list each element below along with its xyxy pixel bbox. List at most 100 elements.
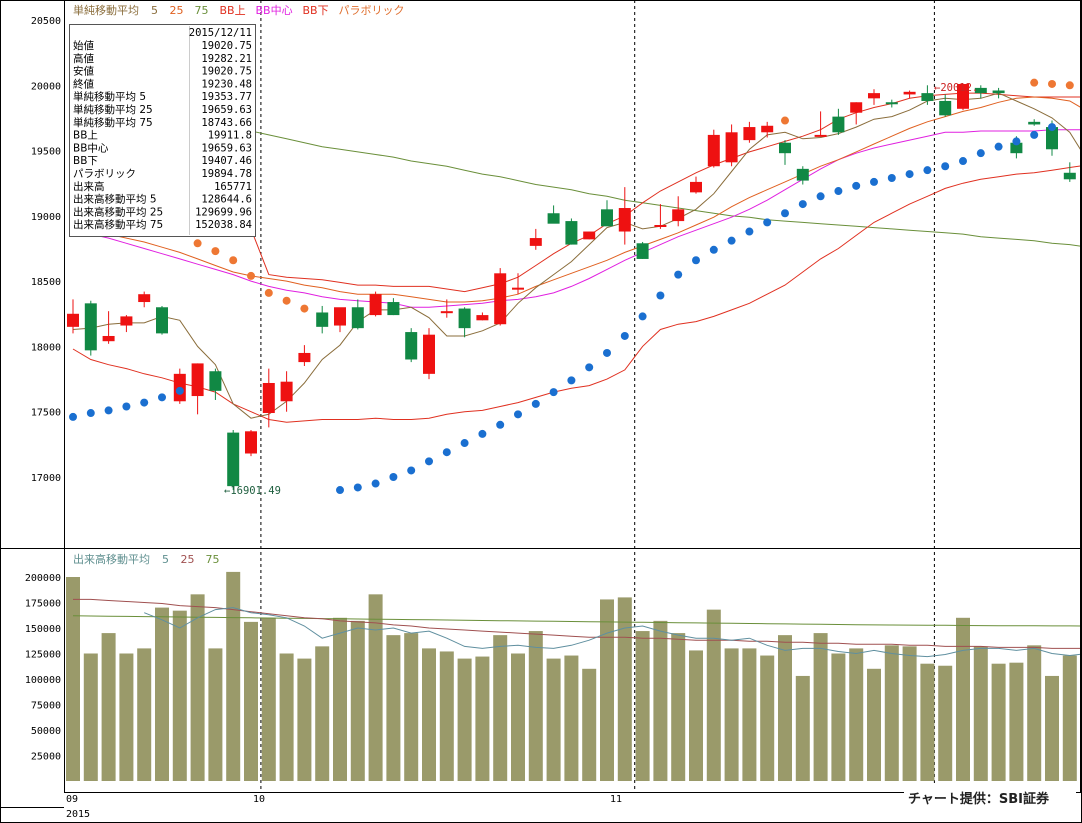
- info-row-label: 出来高移動平均 75: [73, 218, 163, 231]
- sar-dot: [887, 173, 896, 182]
- volume-tick-label: 100000: [25, 675, 61, 686]
- info-row-label: 高値: [73, 52, 94, 65]
- sar-dot: [763, 218, 772, 227]
- sar-dot: [69, 412, 77, 421]
- volume-bar: [653, 620, 668, 781]
- volume-bar: [137, 648, 152, 781]
- candle-up: [120, 316, 133, 326]
- volume-bar: [172, 610, 187, 781]
- price-legend-item: BB上: [220, 4, 246, 17]
- info-row-value: 19894.78: [201, 168, 252, 180]
- sar-dot: [620, 331, 629, 340]
- info-row-value: 128644.6: [201, 194, 252, 206]
- candle-up: [476, 315, 489, 321]
- sar-dot: [727, 236, 736, 245]
- sar-dot: [656, 291, 665, 300]
- info-row-label: 単純移動平均 25: [73, 103, 153, 116]
- candle-up: [138, 294, 151, 303]
- candle-up: [672, 209, 685, 222]
- volume-bar: [564, 655, 579, 781]
- candles-layer: [67, 83, 1082, 490]
- sar-dot-above: [247, 271, 255, 280]
- volume-bar: [83, 653, 98, 781]
- candle-up: [334, 307, 346, 326]
- volume-bar: [279, 653, 294, 781]
- volume-bar: [938, 665, 953, 781]
- info-row-value: 19020.75: [201, 66, 252, 78]
- candle-down: [458, 308, 471, 329]
- x-label-sep: 09: [66, 794, 78, 805]
- candle-up: [440, 311, 453, 314]
- candle-down: [939, 100, 952, 116]
- volume-legend-item: 25: [181, 553, 195, 566]
- info-row-value: 19353.77: [201, 91, 252, 103]
- price-tick-label: 19000: [31, 212, 61, 223]
- candle-up: [868, 93, 880, 99]
- sar-dot: [959, 157, 967, 166]
- candle-down: [992, 90, 1005, 94]
- sar-dot: [781, 209, 789, 218]
- volume-bar: [973, 646, 988, 781]
- price-tick-label: 18500: [31, 277, 61, 288]
- volume-bar: [1045, 675, 1059, 781]
- volume-bar: [315, 646, 330, 781]
- sar-dot: [745, 227, 754, 236]
- volume-bar: [849, 648, 864, 781]
- volume-bar: [101, 633, 116, 781]
- grid-layer: [260, 0, 935, 792]
- candle-down: [974, 87, 987, 94]
- volume-bar: [600, 599, 614, 781]
- volume-bar: [226, 571, 241, 781]
- volume-bar: [528, 631, 543, 781]
- candle-up: [725, 132, 738, 163]
- candle-up: [67, 313, 79, 327]
- price-legend-item: 75: [195, 4, 209, 17]
- info-row-label: BB中心: [73, 141, 109, 154]
- sar-dot-above: [193, 239, 202, 248]
- sar-dot: [709, 245, 718, 254]
- candle-down: [227, 432, 240, 487]
- candle-up: [529, 238, 542, 246]
- volume-legend-item: 出来高移動平均: [73, 552, 150, 566]
- sar-dot: [389, 473, 398, 481]
- volume-bar: [333, 617, 347, 781]
- info-row-value: 19659.63: [201, 104, 252, 116]
- sar-dot: [371, 479, 380, 488]
- volume-bar: [493, 635, 508, 781]
- sar-dot: [549, 388, 558, 397]
- sar-dot: [976, 149, 985, 158]
- volume-bar: [867, 668, 881, 781]
- candle-up: [850, 102, 863, 113]
- info-row-value: 18743.66: [201, 117, 252, 129]
- info-row-label: 出来高移動平均 5: [73, 193, 157, 206]
- candle-up: [245, 431, 257, 454]
- sar-dot: [798, 200, 807, 209]
- bb-mid-line: [72, 129, 1082, 308]
- info-row-label: 始値: [73, 39, 94, 52]
- candle-down: [156, 307, 168, 334]
- price-legend-item: 5: [151, 4, 158, 17]
- sar-dot: [425, 457, 433, 466]
- candle-down: [351, 307, 364, 329]
- volume-bar: [760, 655, 775, 781]
- info-row-value: 19659.63: [201, 142, 252, 154]
- volume-bar: [457, 658, 472, 781]
- candle-up: [369, 294, 382, 316]
- sar-dot: [158, 393, 166, 402]
- candle-down: [1028, 121, 1041, 125]
- info-rows: 始値 19020.75 高値 19282.21 安値 19020.75 終値 19230.48…: [73, 39, 252, 231]
- volume-bar: [119, 653, 134, 781]
- sma25-line: [72, 96, 1082, 303]
- price-legend-item: BB中心: [256, 4, 293, 17]
- price-tick-label: 17500: [31, 408, 61, 419]
- price-legend: 単純移動平均 5 25 75 BB上 BB中心 BB下 パラボリック: [73, 3, 405, 17]
- volume-bar: [261, 617, 276, 781]
- info-row-label: 単純移動平均 5: [73, 90, 146, 103]
- info-row-value: 19282.21: [201, 53, 252, 65]
- volume-bar: [920, 663, 935, 781]
- candle-down: [316, 312, 329, 327]
- volume-panel-frame: [64, 548, 1081, 793]
- info-row-label: 出来高: [73, 180, 105, 193]
- sar-dot-above: [300, 304, 309, 313]
